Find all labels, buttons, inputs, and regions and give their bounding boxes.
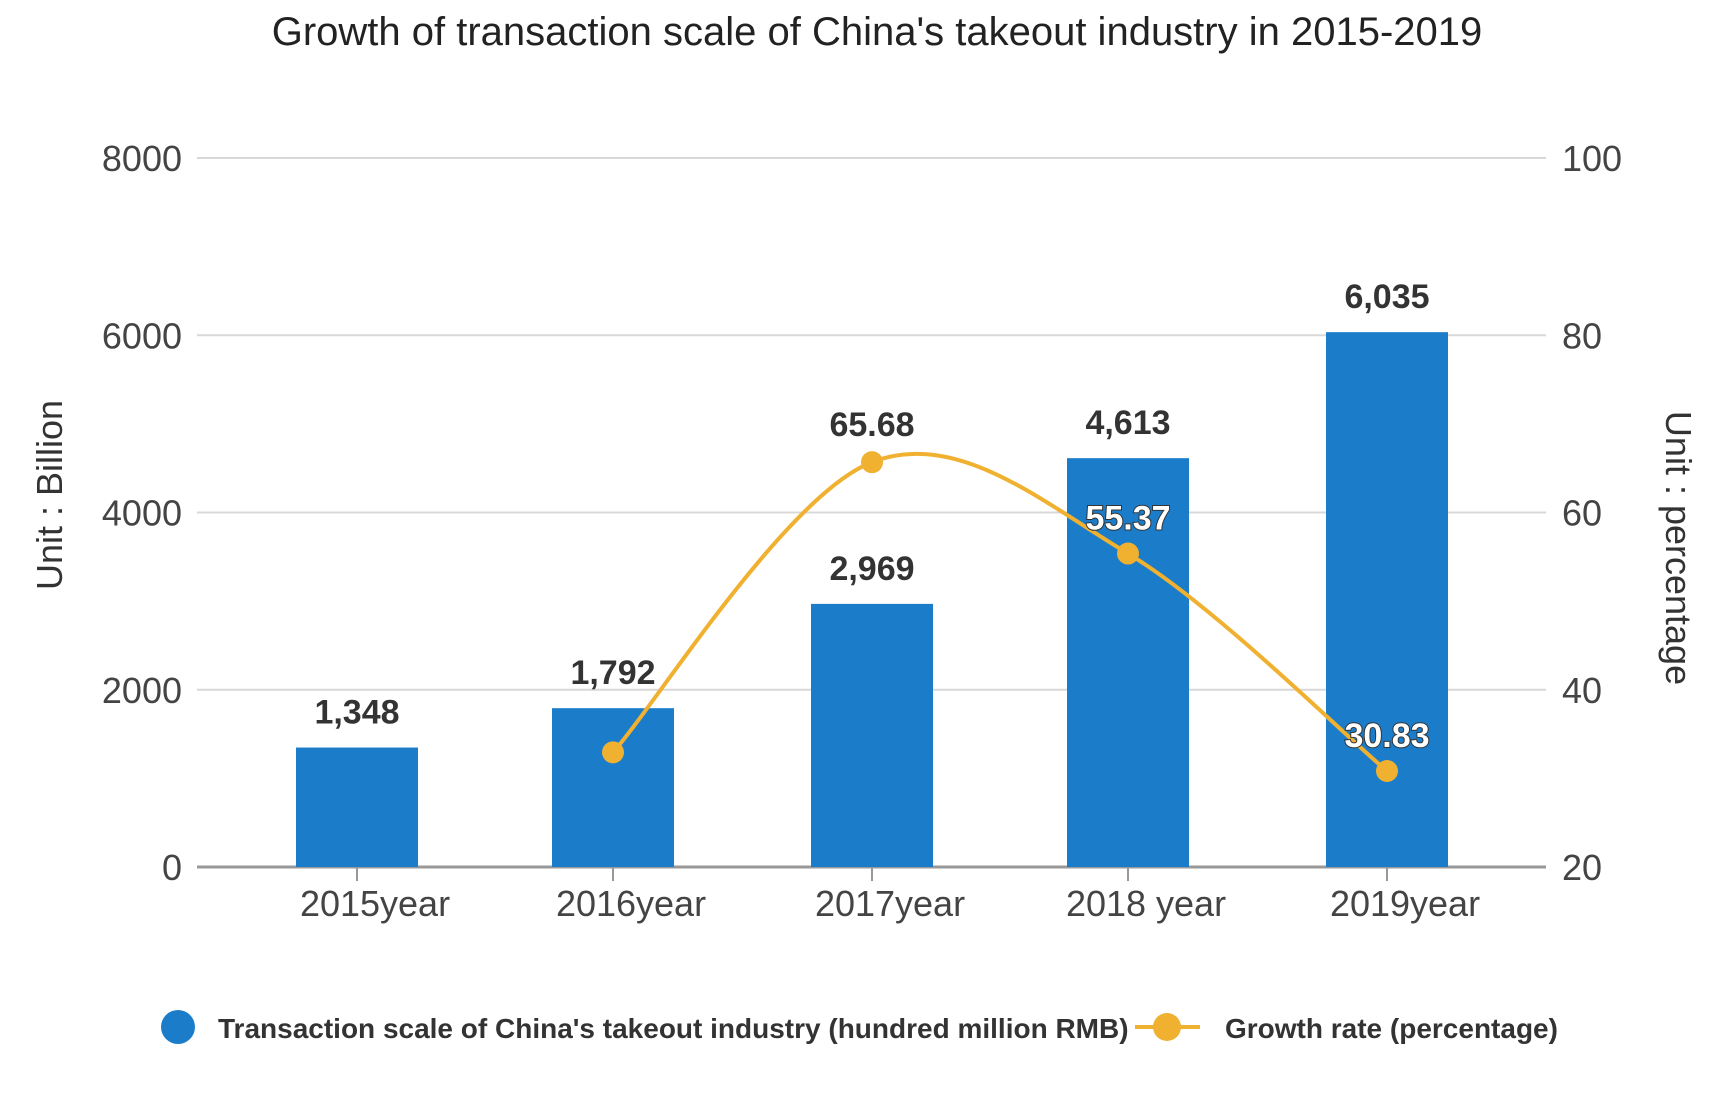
y-tick-right: 100 [1562,138,1622,179]
growth-point [1376,760,1398,783]
x-tick-label: 2019year [1330,883,1480,924]
growth-point [861,451,883,474]
x-tick-label: 2015year [300,883,450,924]
legend-bar-label: Transaction scale of China's takeout ind… [218,1013,1129,1044]
y-tick-left: 0 [162,847,182,888]
y-tick-right: 80 [1562,315,1602,356]
bar-value-label: 1,792 [570,654,655,692]
legend-bar-swatch [161,1010,195,1044]
bar [1326,332,1448,867]
y-axis-right-label: Unit : percentage [1658,411,1699,685]
y-tick-right: 60 [1562,493,1602,534]
y-tick-right: 40 [1562,670,1602,711]
y-tick-left: 6000 [102,315,182,356]
y-axis-left-label: Unit : Billion [29,400,70,590]
x-tick-label: 2018 year [1066,883,1226,924]
legend-line-marker [1153,1013,1181,1041]
y-tick-right: 20 [1562,847,1602,888]
bar [811,603,933,867]
bar-value-label: 1,348 [314,694,399,732]
bar [552,708,674,867]
growth-point [602,741,624,764]
growth-value-label: 30.83 [1344,717,1429,755]
growth-value-label: 65.68 [829,406,914,444]
chart-title: Growth of transaction scale of China's t… [272,10,1483,54]
x-tick-label: 2016year [556,883,706,924]
bar-value-label: 6,035 [1344,278,1429,316]
growth-line [611,451,1389,773]
legend-line-label: Growth rate (percentage) [1225,1013,1558,1044]
y-tick-left: 8000 [102,138,182,179]
x-tick-label: 2017year [815,883,965,924]
y-tick-left: 2000 [102,670,182,711]
growth-point [1117,542,1139,565]
bar-value-label: 2,969 [829,550,914,588]
bar [296,747,418,867]
bar-value-label: 4,613 [1085,404,1170,442]
y-tick-left: 4000 [102,493,182,534]
growth-value-label: 55.37 [1085,500,1170,538]
